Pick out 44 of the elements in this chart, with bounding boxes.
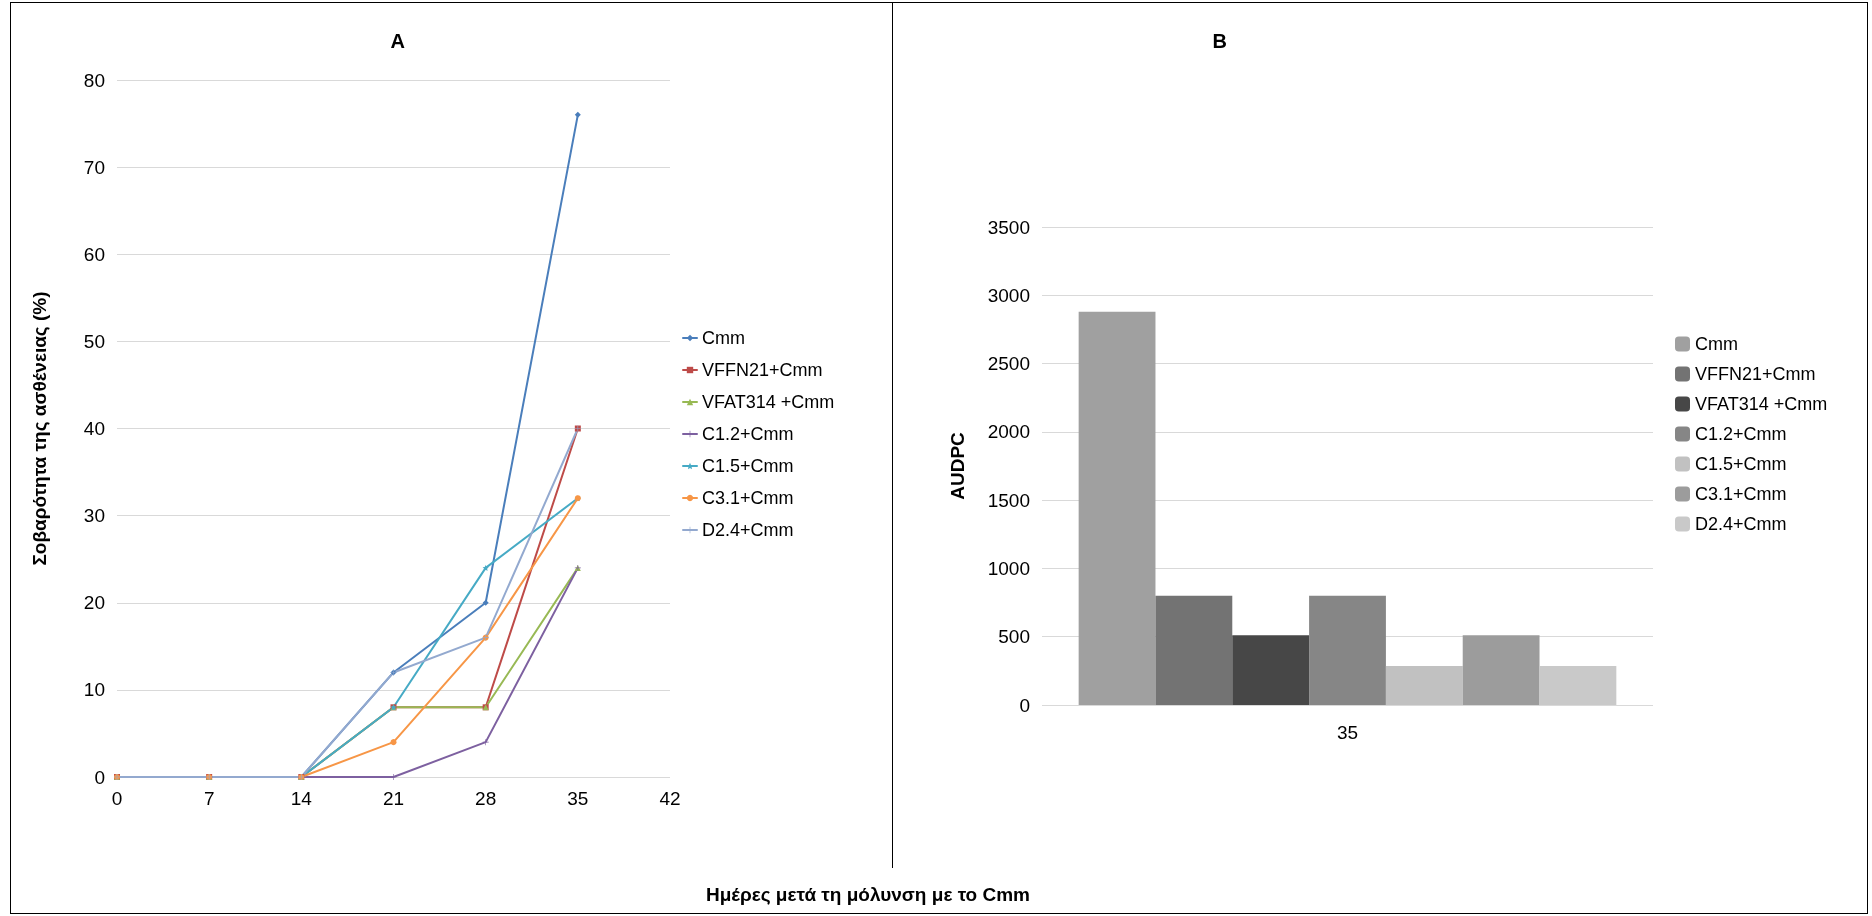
x-axis-title: Ημέρες μετά τη μόλυνση με το Cmm: [704, 884, 1032, 906]
x-tick-label: 42: [659, 788, 681, 809]
x-tick-label: 21: [382, 788, 405, 809]
legend-label: C3.1+Cmm: [702, 488, 794, 508]
y-tick-label: 50: [83, 330, 105, 352]
y-tick-label: 40: [83, 418, 105, 439]
y-tick-label: 60: [83, 243, 105, 265]
x-tick-label: 0: [111, 788, 123, 809]
legend-label: D2.4+Cmm: [702, 520, 794, 540]
y-tick-label: 3500: [987, 216, 1030, 238]
legend-label: Cmm: [1695, 334, 1738, 354]
legend-label: VFFN21+Cmm: [702, 360, 823, 380]
legend-label: C1.2+Cmm: [702, 424, 794, 444]
y-tick-label: 2000: [987, 421, 1030, 443]
legend-label: Cmm: [702, 328, 745, 348]
y-axis-title: Σοβαρότητα της ασθένειας (%): [29, 291, 50, 566]
y-tick-label: 70: [83, 156, 105, 178]
x-tick-label: 28: [475, 788, 497, 809]
legend-label: VFFN21+Cmm: [1695, 364, 1816, 384]
legend-label: C1.2+Cmm: [1695, 424, 1787, 444]
x-tick-label: 35: [1336, 722, 1359, 743]
x-tick-label: 35: [567, 788, 589, 809]
legend-label: C3.1+Cmm: [1695, 484, 1787, 504]
y-tick-label: 2500: [987, 353, 1030, 375]
y-tick-label: 0: [1019, 694, 1030, 716]
legend-label: C1.5+Cmm: [1695, 454, 1787, 474]
y-tick-label: 1500: [987, 489, 1030, 511]
y-tick-label: 3000: [987, 284, 1030, 306]
y-tick-label: 0: [94, 766, 105, 788]
chart-title: A: [390, 30, 405, 52]
x-tick-label: 14: [290, 788, 313, 809]
y-tick-label: 80: [83, 69, 105, 91]
y-tick-label: 500: [998, 626, 1030, 648]
y-tick-label: 10: [83, 679, 105, 701]
y-tick-label: 30: [83, 505, 105, 527]
y-tick-label: 1000: [987, 557, 1030, 579]
x-tick-label: 7: [203, 788, 215, 809]
legend-label: C1.5+Cmm: [702, 456, 794, 476]
y-axis-title: AUDPC: [947, 431, 968, 500]
legend-label: VFAT314 +Cmm: [1695, 394, 1828, 414]
legend-label: D2.4+Cmm: [1695, 514, 1787, 534]
legend-label: VFAT314 +Cmm: [702, 392, 835, 412]
chart-title: B: [1212, 30, 1227, 52]
y-tick-label: 20: [83, 592, 105, 614]
